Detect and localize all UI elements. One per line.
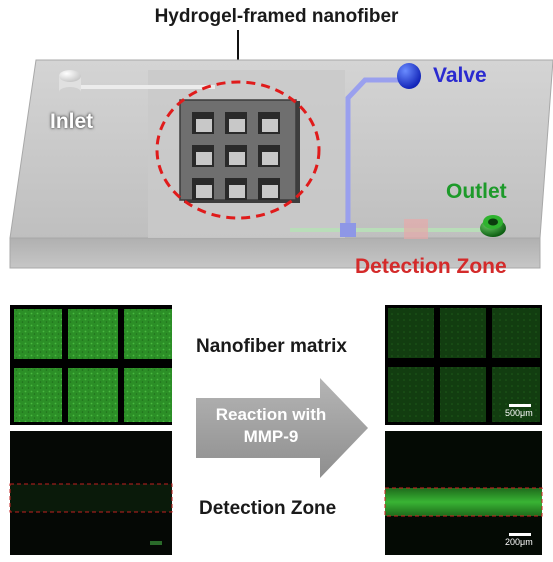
panel-before-detection xyxy=(9,431,173,555)
inlet-port-icon xyxy=(59,70,81,97)
well-floor xyxy=(196,119,212,132)
dashed-highlight-circle xyxy=(155,80,321,220)
panel-after-matrix xyxy=(385,305,542,425)
well-floor xyxy=(229,152,245,165)
nanofiber-matrix-label: Nanofiber matrix xyxy=(196,336,347,357)
well-floor xyxy=(262,152,278,165)
well-floor xyxy=(229,185,245,198)
scale-label-bottom: 200μm xyxy=(505,537,533,547)
well-floor xyxy=(262,119,278,132)
figure-title: Hydrogel-framed nanofiber xyxy=(154,6,399,27)
valve-label: Valve xyxy=(433,64,487,87)
junction xyxy=(340,223,356,237)
panel-before-matrix xyxy=(10,305,172,425)
scale-label-top: 500μm xyxy=(505,408,533,418)
well-floor xyxy=(229,119,245,132)
hydrogel-frame xyxy=(179,99,300,203)
inlet-label: Inlet xyxy=(50,110,94,133)
well-floor xyxy=(196,185,212,198)
detection-zone-label: Detection Zone xyxy=(355,255,507,278)
well-floor xyxy=(262,185,278,198)
microchannels xyxy=(70,77,490,239)
arrow-text-line2: MMP-9 xyxy=(243,427,299,446)
well-floor xyxy=(196,152,212,165)
arrow-text-line1: Reaction with xyxy=(215,405,327,424)
reaction-arrow-icon xyxy=(196,378,368,478)
detection-zone-marker xyxy=(404,219,428,239)
panel-after-detection xyxy=(384,431,543,555)
scale-bar-bottom xyxy=(509,533,531,536)
outlet-label: Outlet xyxy=(446,180,507,203)
panel-detection-zone-label: Detection Zone xyxy=(199,498,337,519)
valve-icon xyxy=(397,63,421,89)
outlet-port-icon xyxy=(480,215,506,237)
scale-bar-top xyxy=(509,404,531,407)
